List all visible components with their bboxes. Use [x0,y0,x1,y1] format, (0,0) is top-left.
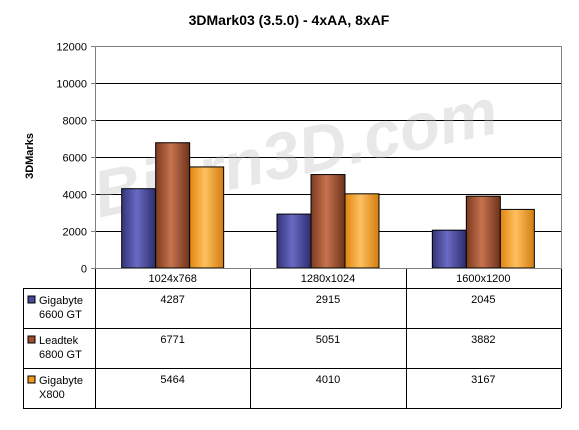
legend-swatch-2 [27,335,36,344]
bar-1-3 [431,229,467,269]
data-label: 5464 [160,374,184,386]
y-tick-label: 2000 [63,227,87,239]
data-label: 2915 [316,294,340,306]
legend-label: Gigabyte [39,295,83,307]
y-tick-label: 0 [81,264,87,276]
legend-label: 6800 GT [39,349,82,361]
data-table: 1024x768 1280x1024 1600x1200 Gigabyte 6600 G… [23,268,562,409]
chart-title: 3DMark03 (3.5.0) - 4xAA, 8xAF [189,12,390,28]
bar-1-1 [121,188,157,269]
legend-label: Leadtek [39,335,79,347]
bar-2-3 [465,195,501,269]
category-label: 1280x1024 [301,273,355,285]
bar-3-3 [499,208,535,269]
y-tick-label: 4000 [63,190,87,202]
category-label: 1024x768 [149,273,197,285]
data-label: 5051 [316,334,340,346]
legend-swatch-1 [27,295,36,304]
data-label: 4010 [316,374,340,386]
legend-label: Gigabyte [39,375,83,387]
bar-1-2 [276,213,312,269]
data-label: 4287 [160,294,184,306]
bar-2-1 [155,142,191,269]
data-label: 3167 [471,374,495,386]
data-label: 3882 [471,334,495,346]
y-tick-label: 6000 [63,153,87,165]
y-tick-label: 12000 [56,42,87,54]
y-axis-label: 3DMarks [24,133,36,179]
category-label: 1600x1200 [456,273,510,285]
legend-label: X800 [39,389,65,401]
y-tick-label: 8000 [63,116,87,128]
plot-area-border [95,46,562,269]
legend-label: 6600 GT [39,309,82,321]
bar-2-2 [310,174,346,269]
bar-3-2 [344,193,380,269]
legend-swatch-3 [27,375,36,384]
y-tick-labels: 0 2000 4000 6000 8000 10000 12000 [56,42,87,276]
data-label: 6771 [160,334,184,346]
bar-3-1 [189,166,225,269]
bars [121,142,535,269]
data-label: 2045 [471,294,495,306]
y-tick-label: 10000 [56,79,87,91]
